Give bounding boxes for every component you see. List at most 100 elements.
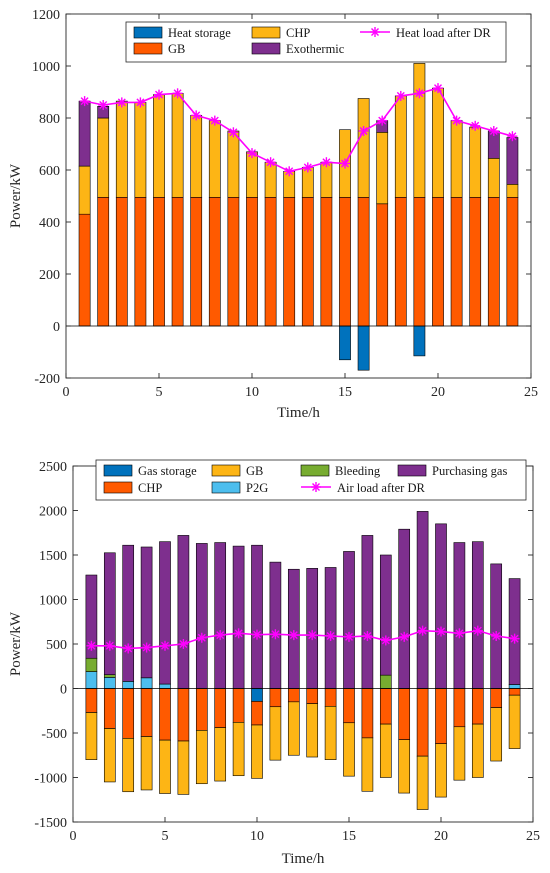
- legend-box: [125, 21, 507, 63]
- bar-purchasing-gas-23: [490, 563, 503, 689]
- bar-heat-storage-19: [413, 325, 426, 357]
- bar-chp-19: [416, 688, 429, 757]
- bar-purchasing-gas-10: [251, 544, 263, 689]
- bar-chp-22: [469, 126, 482, 198]
- bar-gb-9: [227, 197, 240, 327]
- bar-gb-13: [306, 703, 319, 758]
- bar-purchasing-gas-2: [103, 552, 116, 676]
- load-marker-4: [141, 642, 152, 653]
- bar-chp-9: [232, 688, 245, 723]
- x-tick-label-0: 0: [63, 385, 70, 400]
- legend-swatch-heat-storage: [133, 26, 163, 39]
- bar-chp-17: [379, 688, 392, 725]
- bar-purchasing-gas-18: [398, 528, 411, 689]
- legend-swatch-chp: [251, 26, 281, 39]
- bar-purchasing-gas-19: [416, 511, 429, 689]
- y-tick-label-1200: 1200: [32, 8, 60, 23]
- bar-gb-23: [487, 197, 500, 327]
- y-tick-label-500: 500: [46, 638, 67, 653]
- bar-gb-16: [361, 737, 374, 792]
- bar-chp-24: [508, 688, 521, 696]
- bar-bleeding-17: [379, 674, 392, 689]
- bar-gb-13: [301, 197, 314, 327]
- load-marker-5: [154, 89, 164, 100]
- bar-p2g-24: [508, 684, 521, 689]
- load-marker-15: [340, 158, 350, 169]
- bar-p2g-1: [85, 671, 98, 689]
- y-tick-label-1000: 1000: [32, 60, 60, 75]
- bar-gb-22: [471, 723, 484, 778]
- bar-chp-1: [85, 688, 98, 713]
- bar-chp-22: [471, 688, 484, 725]
- bar-purchasing-gas-5: [159, 541, 171, 685]
- x-axis-label: Time/h: [277, 405, 320, 421]
- load-marker-6: [172, 88, 183, 99]
- bar-gb-7: [190, 197, 203, 327]
- y-axis-label: Power/kW: [8, 163, 24, 228]
- load-marker-18: [399, 631, 410, 642]
- bar-gb-24: [508, 694, 521, 749]
- load-marker-21: [451, 115, 462, 126]
- bar-gb-8: [208, 197, 221, 327]
- bar-gb-21: [450, 197, 463, 327]
- gas-power-chart: 0 5 10 15 20 25 -1500 -1000 -500 0 500 1000 1500 2000…: [8, 459, 540, 867]
- bar-purchasing-gas-17: [379, 554, 392, 676]
- load-marker-21: [454, 628, 465, 639]
- bar-chp-11: [269, 688, 282, 708]
- legend-swatch-exothermic: [251, 42, 281, 55]
- bar-purchasing-gas-12: [287, 568, 300, 689]
- load-marker-7: [196, 632, 207, 643]
- load-marker-5: [160, 640, 170, 651]
- bar-gb-9: [232, 722, 245, 777]
- y-tick-label-400: 400: [39, 216, 60, 231]
- legend-swatch-gb: [133, 42, 163, 55]
- bar-gb-20: [435, 743, 447, 798]
- bar-gb-18: [398, 739, 411, 794]
- legend-swatch-purchasing-gas: [397, 464, 427, 477]
- load-marker-3: [123, 643, 134, 654]
- bar-bleeding-1: [85, 657, 98, 672]
- bars: [85, 511, 521, 810]
- bar-chp-21: [450, 120, 463, 198]
- bar-purchasing-gas-24: [508, 578, 521, 685]
- bar-gb-7: [195, 730, 208, 785]
- bar-purchasing-gas-13: [306, 568, 319, 689]
- load-marker-19: [417, 625, 428, 636]
- bar-gb-22: [469, 197, 482, 327]
- y-tick-label-800: 800: [39, 112, 60, 127]
- legend: Heat storage GB CHP Exothermic Heat load aft…: [125, 21, 507, 63]
- legend-label-purchasing-gas: Purchasing gas: [432, 464, 507, 478]
- bar-gb-15: [343, 722, 355, 777]
- bar-gb-23: [490, 707, 503, 762]
- x-tick-label-25: 25: [526, 829, 540, 844]
- legend-label-load-line: Heat load after DR: [396, 26, 491, 40]
- load-marker-23: [488, 126, 499, 136]
- bar-gb-11: [264, 197, 277, 327]
- bar-chp-20: [432, 87, 444, 198]
- x-tick-label-5: 5: [156, 385, 163, 400]
- bar-purchasing-gas-22: [471, 541, 484, 689]
- y-tick-label--200: -200: [34, 372, 60, 387]
- bar-p2g-2: [103, 677, 116, 689]
- bar-chp-12: [287, 688, 300, 703]
- load-marker-2: [104, 640, 115, 651]
- y-axis-label: Power/kW: [8, 611, 24, 676]
- bar-purchasing-gas-15: [343, 551, 355, 689]
- y-tick-label-1000: 1000: [39, 594, 67, 609]
- legend-swatch-bleeding: [300, 464, 330, 477]
- legend-label-bleeding: Bleeding: [335, 464, 381, 478]
- x-tick-label-10: 10: [245, 385, 259, 400]
- bar-chp-16: [357, 98, 370, 198]
- bar-purchasing-gas-6: [177, 535, 190, 689]
- bar-gb-19: [413, 197, 426, 327]
- load-marker-18: [395, 90, 406, 101]
- load-marker-22: [472, 625, 483, 636]
- bar-chp-11: [264, 161, 277, 198]
- load-marker-1: [79, 96, 90, 107]
- legend-label-p2g: P2G: [246, 481, 268, 495]
- y-tick-label--1500: -1500: [34, 816, 67, 831]
- bar-gb-6: [177, 740, 190, 795]
- load-marker-10: [252, 629, 262, 640]
- bar-purchasing-gas-11: [269, 561, 282, 689]
- bar-p2g-5: [159, 683, 171, 689]
